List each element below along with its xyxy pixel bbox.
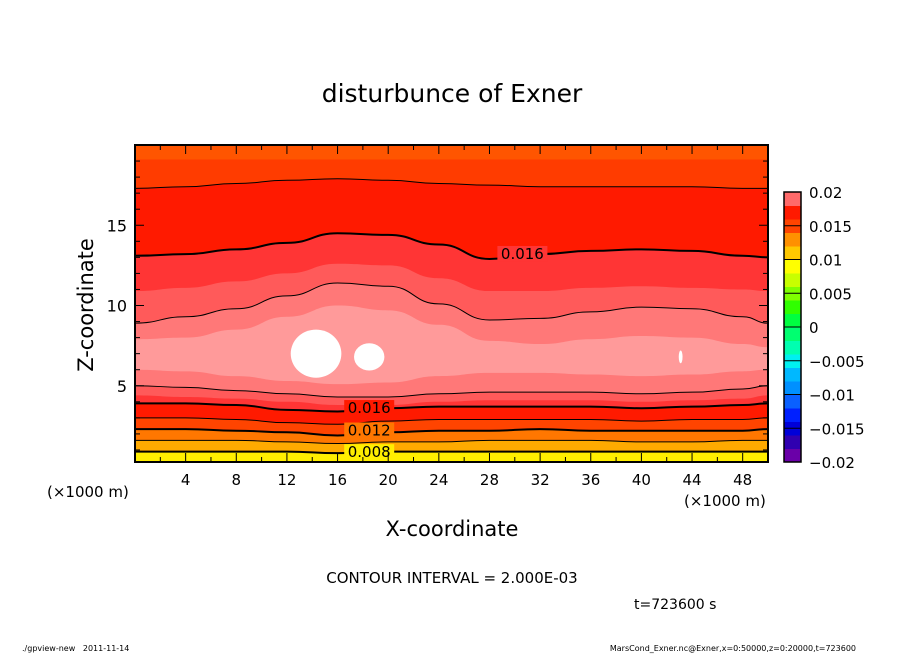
x-axis-label: X-coordinate xyxy=(386,517,519,541)
contour-band xyxy=(135,451,768,462)
colorbar-label: 0.02 xyxy=(809,184,842,202)
colorbar-swatch xyxy=(784,232,801,247)
colorbar-swatch xyxy=(784,367,801,382)
y-tick-label: 5 xyxy=(117,377,127,396)
colorbar-swatch xyxy=(784,408,801,422)
contour-line xyxy=(134,428,769,437)
colorbar-label: −0.015 xyxy=(809,420,865,438)
contour-label: 0.016 xyxy=(348,399,391,417)
contour-label-bg xyxy=(497,245,548,262)
x-tick-label: 4 xyxy=(181,471,191,489)
colorbar-swatch xyxy=(784,340,801,355)
max-region xyxy=(354,343,385,371)
x-tick-label: 36 xyxy=(581,471,600,489)
colorbar: 0.02 0.015 0.01 0.005 0 −0.005 −0.01 −0.015 −0.0… xyxy=(783,184,865,472)
footer-right: MarsCond_Exner.nc@Exner,x=0:50000,z=0:20… xyxy=(610,644,856,653)
colorbar-swatch xyxy=(784,273,801,287)
contour-label: 0.008 xyxy=(348,443,391,461)
contour-line xyxy=(135,439,768,445)
time-text: t=723600 s xyxy=(634,597,716,613)
colorbar-label: −0.005 xyxy=(809,353,865,371)
max-region xyxy=(290,329,342,378)
contour-line xyxy=(135,450,768,455)
x-tick-label: 32 xyxy=(531,471,550,489)
contour-label-bg xyxy=(344,444,395,461)
contour-interval-text: CONTOUR INTERVAL = 2.000E-03 xyxy=(326,569,577,587)
colorbar-swatch xyxy=(784,259,801,274)
colorbar-label: −0.01 xyxy=(809,387,855,405)
x-unit-right: (×1000 m) xyxy=(684,492,766,510)
x-tick-label: 8 xyxy=(232,471,242,489)
colorbar-swatch xyxy=(784,205,801,220)
contour-line xyxy=(135,417,769,425)
colorbar-frame xyxy=(783,191,802,463)
colorbar-swatch xyxy=(784,394,801,409)
contour-line xyxy=(134,232,769,260)
y-tick-label: 15 xyxy=(107,216,127,235)
x-tick-label: 44 xyxy=(682,471,701,489)
contour-field xyxy=(134,145,769,463)
contour-line xyxy=(134,385,769,398)
contour-label-bg xyxy=(344,400,395,417)
colorbar-swatch xyxy=(784,381,801,395)
contour-line xyxy=(134,178,768,189)
footer-left: ./gpview-new 2011-11-14 xyxy=(22,644,129,653)
colorbar-label: 0.01 xyxy=(809,252,842,270)
x-tick-label: 28 xyxy=(480,471,499,489)
contour-label: 0.012 xyxy=(348,422,391,440)
x-tick-label: 48 xyxy=(733,471,752,489)
x-tick-label: 12 xyxy=(277,471,296,489)
colorbar-swatch xyxy=(784,300,801,314)
colorbar-label: 0.015 xyxy=(809,218,852,236)
x-tick-label: 20 xyxy=(379,471,398,489)
x-tick-label: 16 xyxy=(328,471,347,489)
y-axis-label: Z-coordinate xyxy=(74,238,98,372)
x-tick-label: 24 xyxy=(429,471,448,489)
contour-label: 0.016 xyxy=(501,245,544,263)
x-unit-left: (×1000 m) xyxy=(47,483,129,501)
colorbar-swatch xyxy=(784,246,801,260)
colorbar-swatch xyxy=(784,327,801,341)
colorbar-swatch xyxy=(784,192,801,206)
y-tick-label: 10 xyxy=(107,297,127,316)
max-region xyxy=(678,350,683,364)
colorbar-label: −0.02 xyxy=(809,454,855,472)
colorbar-swatch xyxy=(784,313,801,328)
contour-label-bg xyxy=(344,422,395,439)
contour-labels: 0.016 0.016 0.012 0.008 xyxy=(344,245,548,461)
contour-line xyxy=(134,282,769,324)
colorbar-swatch xyxy=(784,435,801,449)
colorbar-swatch xyxy=(784,448,801,463)
chart-title: disturbunce of Exner xyxy=(322,79,583,108)
contour-line xyxy=(135,402,769,413)
plot-frame xyxy=(134,144,769,463)
x-tick-label: 40 xyxy=(632,471,651,489)
colorbar-label: 0 xyxy=(809,319,819,337)
colorbar-label: 0.005 xyxy=(809,285,852,303)
